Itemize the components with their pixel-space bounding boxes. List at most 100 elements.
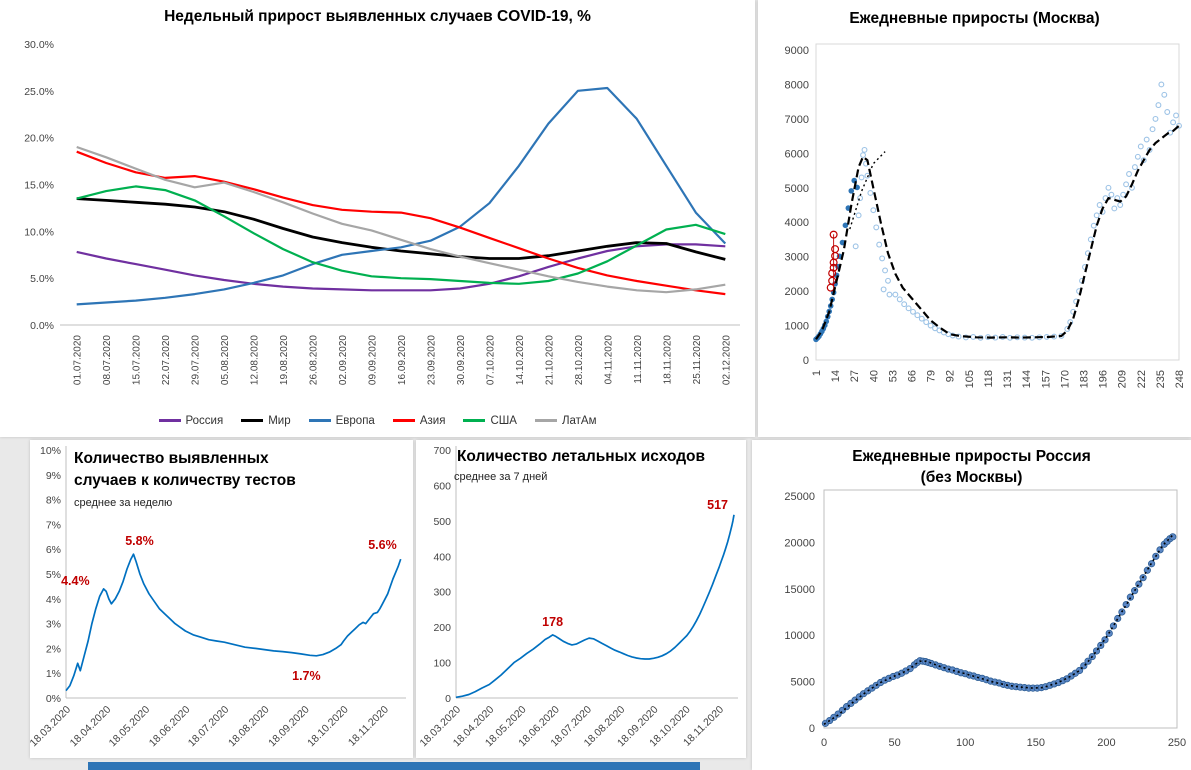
legend-item-europe: Европа <box>308 415 375 427</box>
panel-moscow-daily: Ежедневные приросты (Москва) 0 1000 2000 30… <box>758 0 1191 437</box>
x-tick-label: 09.09.2020 <box>368 335 379 385</box>
y-tick-label: 0% <box>46 693 61 705</box>
y-tick-label: 0.0% <box>30 320 54 332</box>
y-tick-label: 0 <box>445 693 451 705</box>
annotation-517: 517 <box>707 498 728 512</box>
x-tick-label: 144 <box>1021 370 1033 388</box>
legend-swatch-russia <box>158 419 181 423</box>
y-tick-label: 15000 <box>784 584 815 596</box>
x-tick-label: 18.07.2020 <box>186 704 232 750</box>
panel-deaths: Количество летальных исходов среднее за … <box>416 440 746 758</box>
y-tick-label: 9% <box>46 470 61 482</box>
x-tick-label: 1 <box>811 370 823 376</box>
x-tick-label: 200 <box>1097 737 1115 749</box>
y-tick-label: 1000 <box>785 321 809 333</box>
russia-daily-title-line2: (без Москвы) <box>920 469 1023 486</box>
legend-label-europe: Европа <box>335 415 375 427</box>
y-tick-label: 400 <box>433 551 451 563</box>
x-tick-label: 53 <box>887 370 899 382</box>
x-tick-label: 248 <box>1174 370 1186 388</box>
weekly-growth-title: Недельный прирост выявленных случаев COV… <box>164 8 591 25</box>
x-tick-label: 131 <box>1002 370 1014 388</box>
legend-label-latam: ЛатАм <box>561 415 597 427</box>
positivity-chart: 0% 1% 2% 3% 4% 5% 6% 7% 8% 9% 10% 18.03.202018.04.2… <box>30 445 406 750</box>
deaths-y-axis: 0 100 200 300 400 500 600 700 <box>433 445 451 705</box>
legend-label-asia: Азия <box>419 415 446 427</box>
x-tick-label: 209 <box>1117 370 1129 388</box>
russia-daily-title-line1: Ежедневные приросты Россия <box>852 448 1091 465</box>
legend-swatch-europe <box>308 419 331 423</box>
y-tick-label: 6000 <box>785 148 809 160</box>
legend-label-russia: Россия <box>185 415 224 427</box>
weekly-growth-legend: Россия Мир Европа Азия США ЛатАм <box>0 415 755 427</box>
x-tick-label: 02.09.2020 <box>338 335 349 385</box>
x-tick-label: 19.08.2020 <box>279 335 290 385</box>
annotation-5.6%: 5.6% <box>368 538 397 552</box>
x-tick-label: 26.08.2020 <box>309 335 320 385</box>
legend-item-latam: ЛатАм <box>534 415 597 427</box>
x-tick-label: 222 <box>1136 370 1148 388</box>
weekly-y-axis: 0.0% 5.0% 10.0% 15.0% 20.0% 25.0% 30.0% <box>24 39 54 332</box>
x-tick-label: 28.10.2020 <box>574 335 585 385</box>
legend-swatch-latam <box>534 419 557 423</box>
positivity-title-line1: Количество выявленных <box>74 450 269 467</box>
x-tick-label: 18.11.2020 <box>662 335 673 385</box>
x-tick-label: 157 <box>1040 370 1052 388</box>
y-tick-label: 15.0% <box>24 180 54 192</box>
x-tick-label: 07.10.2020 <box>485 335 496 385</box>
x-tick-label: 18.06.2020 <box>147 704 193 750</box>
x-tick-label: 14.10.2020 <box>515 335 526 385</box>
series-line-europe <box>76 86 727 306</box>
y-tick-label: 8000 <box>785 79 809 91</box>
y-tick-label: 3000 <box>785 252 809 264</box>
x-tick-label: 170 <box>1059 370 1071 388</box>
y-tick-label: 25000 <box>784 491 815 503</box>
legend-swatch-world <box>241 419 264 423</box>
bottom-blue-strip <box>88 762 700 770</box>
x-tick-label: 18.08.2020 <box>226 704 272 750</box>
x-tick-label: 25.11.2020 <box>692 335 703 385</box>
y-tick-label: 7000 <box>785 114 809 126</box>
x-tick-label: 79 <box>926 370 938 382</box>
x-tick-label: 01.07.2020 <box>73 335 84 385</box>
deaths-subtitle: среднее за 7 дней <box>454 471 548 483</box>
x-tick-label: 196 <box>1098 370 1110 388</box>
x-tick-label: 183 <box>1078 370 1090 388</box>
x-tick-label: 66 <box>907 370 919 382</box>
russia-x-axis: 0 50 100 150 200 250 <box>821 737 1186 749</box>
russia-trend-dotted <box>823 534 1174 725</box>
series-line-latam <box>76 145 726 294</box>
positivity-y-axis: 0% 1% 2% 3% 4% 5% 6% 7% 8% 9% 10% <box>40 445 61 705</box>
x-tick-label: 12.08.2020 <box>250 335 261 385</box>
annotation-4.4%: 4.4% <box>61 574 90 588</box>
x-tick-label: 100 <box>956 737 974 749</box>
x-tick-label: 18.11.2020 <box>346 704 391 749</box>
x-tick-label: 250 <box>1168 737 1186 749</box>
x-tick-label: 16.09.2020 <box>397 335 408 385</box>
russia-scatter-points <box>821 533 1177 727</box>
y-tick-label: 10.0% <box>24 226 54 238</box>
x-tick-label: 23.09.2020 <box>426 335 437 385</box>
series-line-asia <box>76 150 726 296</box>
y-tick-label: 10000 <box>784 630 815 642</box>
russia-y-axis: 0 5000 10000 15000 20000 25000 <box>784 491 815 735</box>
weekly-x-axis: 01.07.2020 08.07.2020 15.07.2020 22.07.2020… <box>73 335 733 385</box>
panel-russia-daily: Ежедневные приросты Россия (без Москвы) … <box>752 440 1191 770</box>
annotation-5.8%: 5.8% <box>125 534 154 548</box>
y-tick-label: 500 <box>433 516 451 528</box>
moscow-daily-title: Ежедневные приросты (Москва) <box>849 10 1100 27</box>
deaths-x-axis: 18.03.202018.04.202018.05.202018.06.2020… <box>417 704 726 750</box>
x-tick-label: 02.12.2020 <box>721 335 732 385</box>
series-line-usa <box>76 185 726 285</box>
x-tick-label: 18.10.2020 <box>305 704 351 750</box>
legend-item-russia: Россия <box>158 415 224 427</box>
y-tick-label: 20.0% <box>24 133 54 145</box>
moscow-x-axis: 1 14 27 40 53 66 79 92 105 118 131 144 157 170 183 196 2… <box>811 370 1186 388</box>
deaths-chart: 0 100 200 300 400 500 600 700 18.03.202018.04.20… <box>417 445 738 750</box>
y-tick-label: 9000 <box>785 45 809 57</box>
annotation-178: 178 <box>542 615 563 629</box>
weekly-growth-chart: 0.0% 5.0% 10.0% 15.0% 20.0% 25.0% 30.0% 01.07.2… <box>24 39 740 385</box>
x-tick-label: 11.11.2020 <box>633 335 644 384</box>
y-tick-label: 2000 <box>785 286 809 298</box>
